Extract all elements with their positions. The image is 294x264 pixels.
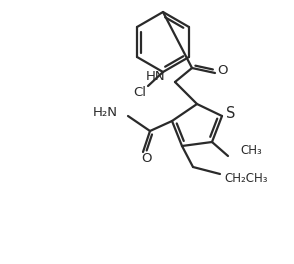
Text: CH₃: CH₃ xyxy=(240,144,262,158)
Text: H₂N: H₂N xyxy=(93,106,118,119)
Text: O: O xyxy=(141,153,151,166)
Text: O: O xyxy=(218,64,228,77)
Text: HN: HN xyxy=(145,70,165,83)
Text: S: S xyxy=(226,106,236,121)
Text: Cl: Cl xyxy=(133,86,146,98)
Text: CH₂CH₃: CH₂CH₃ xyxy=(224,172,268,185)
